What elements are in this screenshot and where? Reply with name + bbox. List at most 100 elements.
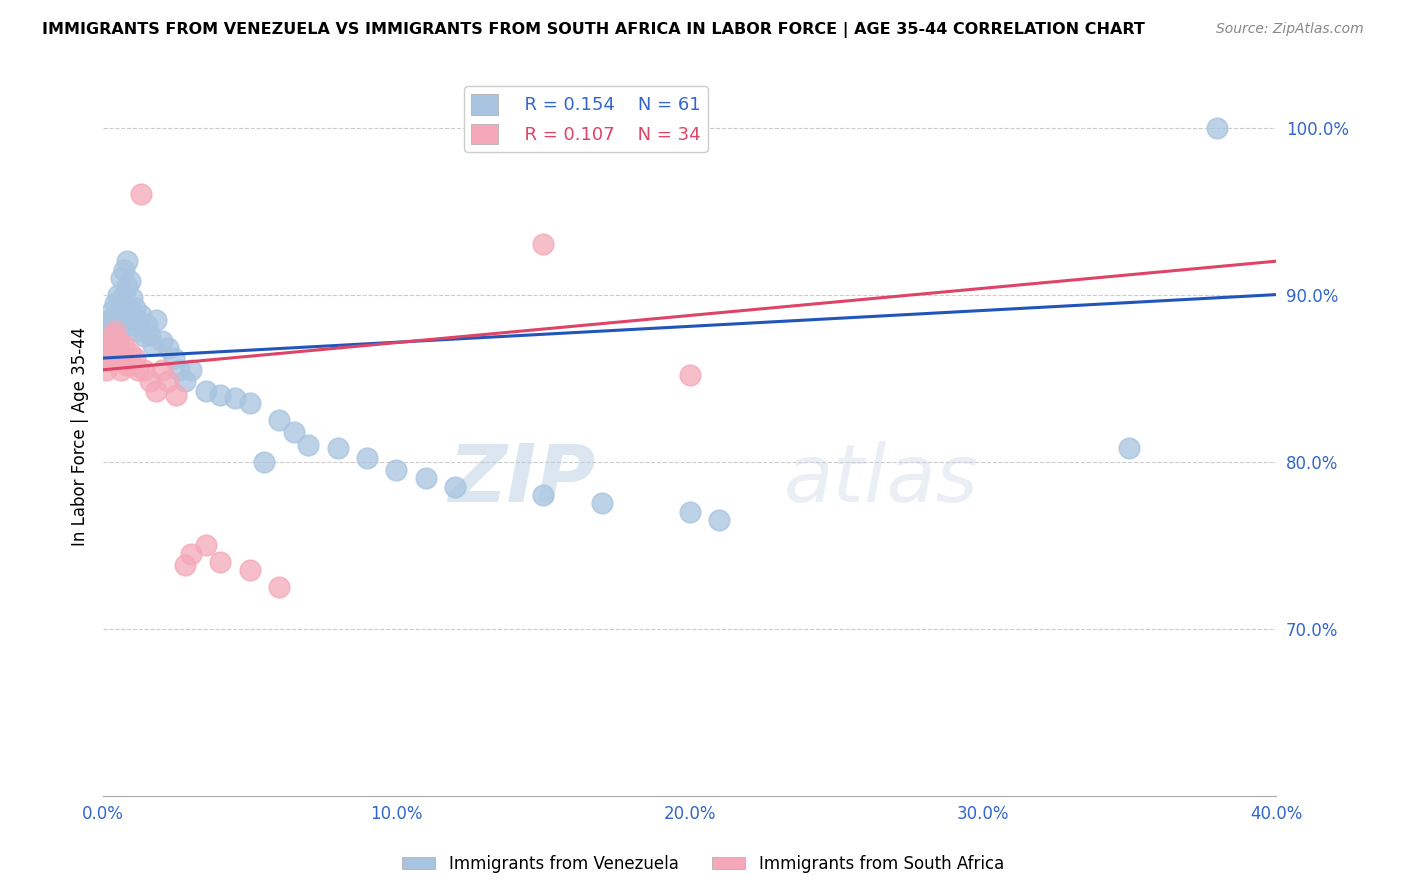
Point bbox=[101, 346, 124, 360]
Point bbox=[121, 358, 143, 372]
Point bbox=[107, 287, 129, 301]
Point bbox=[162, 351, 184, 365]
Point bbox=[1206, 120, 1229, 135]
Point bbox=[239, 396, 262, 410]
Point bbox=[444, 480, 467, 494]
Point bbox=[94, 329, 117, 343]
Point bbox=[174, 375, 197, 389]
Point bbox=[110, 346, 132, 360]
Point bbox=[209, 388, 232, 402]
Point bbox=[112, 354, 135, 368]
Point bbox=[94, 321, 117, 335]
Point bbox=[115, 279, 138, 293]
Point bbox=[107, 308, 129, 322]
Point bbox=[267, 580, 290, 594]
Point bbox=[180, 547, 202, 561]
Point bbox=[253, 455, 276, 469]
Point bbox=[297, 438, 319, 452]
Text: Source: ZipAtlas.com: Source: ZipAtlas.com bbox=[1216, 22, 1364, 37]
Point bbox=[136, 318, 159, 332]
Point bbox=[145, 384, 167, 399]
Point bbox=[112, 308, 135, 322]
Point bbox=[139, 375, 162, 389]
Point bbox=[104, 324, 127, 338]
Y-axis label: In Labor Force | Age 35-44: In Labor Force | Age 35-44 bbox=[72, 327, 89, 546]
Point bbox=[124, 301, 146, 315]
Point bbox=[134, 363, 156, 377]
Legend: Immigrants from Venezuela, Immigrants from South Africa: Immigrants from Venezuela, Immigrants fr… bbox=[395, 848, 1011, 880]
Point bbox=[101, 329, 124, 343]
Point bbox=[209, 555, 232, 569]
Point bbox=[112, 287, 135, 301]
Point bbox=[194, 538, 217, 552]
Point bbox=[165, 388, 187, 402]
Point bbox=[112, 337, 135, 351]
Point bbox=[115, 304, 138, 318]
Point bbox=[98, 337, 121, 351]
Point bbox=[591, 496, 613, 510]
Point bbox=[129, 187, 152, 202]
Point bbox=[239, 563, 262, 577]
Point bbox=[127, 363, 149, 377]
Point bbox=[267, 413, 290, 427]
Point bbox=[107, 334, 129, 349]
Point bbox=[156, 375, 179, 389]
Point bbox=[104, 310, 127, 324]
Point bbox=[356, 451, 378, 466]
Point bbox=[150, 334, 173, 349]
Point bbox=[224, 391, 246, 405]
Point bbox=[174, 558, 197, 573]
Point bbox=[115, 254, 138, 268]
Point bbox=[139, 327, 162, 342]
Point bbox=[169, 363, 191, 377]
Point bbox=[678, 368, 700, 382]
Point bbox=[110, 363, 132, 377]
Point bbox=[127, 312, 149, 326]
Point bbox=[678, 505, 700, 519]
Text: IMMIGRANTS FROM VENEZUELA VS IMMIGRANTS FROM SOUTH AFRICA IN LABOR FORCE | AGE 3: IMMIGRANTS FROM VENEZUELA VS IMMIGRANTS … bbox=[42, 22, 1144, 38]
Point bbox=[101, 318, 124, 332]
Point bbox=[98, 324, 121, 338]
Point bbox=[326, 442, 349, 456]
Point bbox=[104, 296, 127, 310]
Point bbox=[283, 425, 305, 439]
Point bbox=[145, 312, 167, 326]
Point bbox=[180, 363, 202, 377]
Point bbox=[107, 354, 129, 368]
Point bbox=[194, 384, 217, 399]
Point bbox=[104, 341, 127, 355]
Point bbox=[150, 363, 173, 377]
Point bbox=[385, 463, 408, 477]
Point bbox=[124, 351, 146, 365]
Point bbox=[110, 296, 132, 310]
Point bbox=[707, 513, 730, 527]
Point bbox=[104, 324, 127, 338]
Point bbox=[94, 354, 117, 368]
Point bbox=[110, 318, 132, 332]
Point bbox=[98, 351, 121, 365]
Point bbox=[118, 301, 141, 315]
Point bbox=[124, 324, 146, 338]
Point bbox=[115, 358, 138, 372]
Point bbox=[156, 341, 179, 355]
Point bbox=[1118, 442, 1140, 456]
Point bbox=[101, 304, 124, 318]
Text: atlas: atlas bbox=[783, 441, 979, 518]
Point bbox=[531, 237, 554, 252]
Point bbox=[531, 488, 554, 502]
Point bbox=[118, 274, 141, 288]
Point bbox=[101, 329, 124, 343]
Point bbox=[415, 471, 437, 485]
Point bbox=[110, 271, 132, 285]
Point bbox=[142, 337, 165, 351]
Point bbox=[98, 312, 121, 326]
Point bbox=[112, 262, 135, 277]
Point bbox=[94, 363, 117, 377]
Text: ZIP: ZIP bbox=[449, 441, 596, 518]
Point bbox=[129, 308, 152, 322]
Point bbox=[121, 318, 143, 332]
Point bbox=[98, 337, 121, 351]
Point bbox=[107, 327, 129, 342]
Point bbox=[134, 329, 156, 343]
Point bbox=[121, 291, 143, 305]
